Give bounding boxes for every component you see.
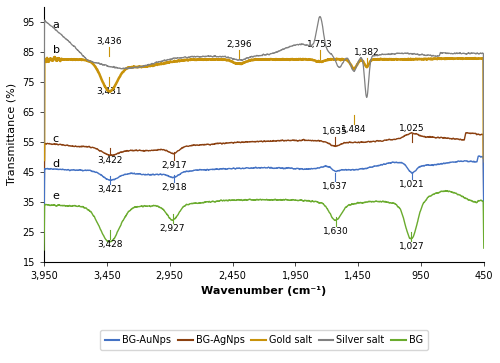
Text: 1,753: 1,753 [307,41,333,49]
Text: 3,436: 3,436 [96,37,122,46]
Text: d: d [53,159,60,169]
Text: 3,422: 3,422 [98,156,123,165]
Text: 2,396: 2,396 [226,41,252,49]
X-axis label: Wavenumber (cm⁻¹): Wavenumber (cm⁻¹) [202,286,326,296]
Text: 2,917: 2,917 [161,161,186,170]
Text: 1,382: 1,382 [354,48,380,57]
Text: 3,431: 3,431 [96,87,122,96]
Text: 1,637: 1,637 [322,182,347,191]
Text: e: e [53,191,60,201]
Text: 1,027: 1,027 [398,241,424,250]
Text: 3,421: 3,421 [98,185,123,193]
Text: c: c [53,134,59,144]
Text: 1,630: 1,630 [322,227,348,236]
Text: 1,025: 1,025 [398,125,424,133]
Text: 1,484: 1,484 [341,125,366,134]
Text: 1,021: 1,021 [399,180,425,189]
Text: 2,918: 2,918 [161,183,186,192]
Text: 1,635: 1,635 [322,127,348,136]
Text: b: b [53,45,60,56]
Text: 2,927: 2,927 [160,224,186,233]
Y-axis label: Transmittance (%): Transmittance (%) [7,83,17,185]
Legend: BG-AuNps, BG-AgNps, Gold salt, Silver salt, BG: BG-AuNps, BG-AgNps, Gold salt, Silver sa… [100,330,428,350]
Text: a: a [53,20,60,30]
Text: 3,428: 3,428 [97,240,122,249]
